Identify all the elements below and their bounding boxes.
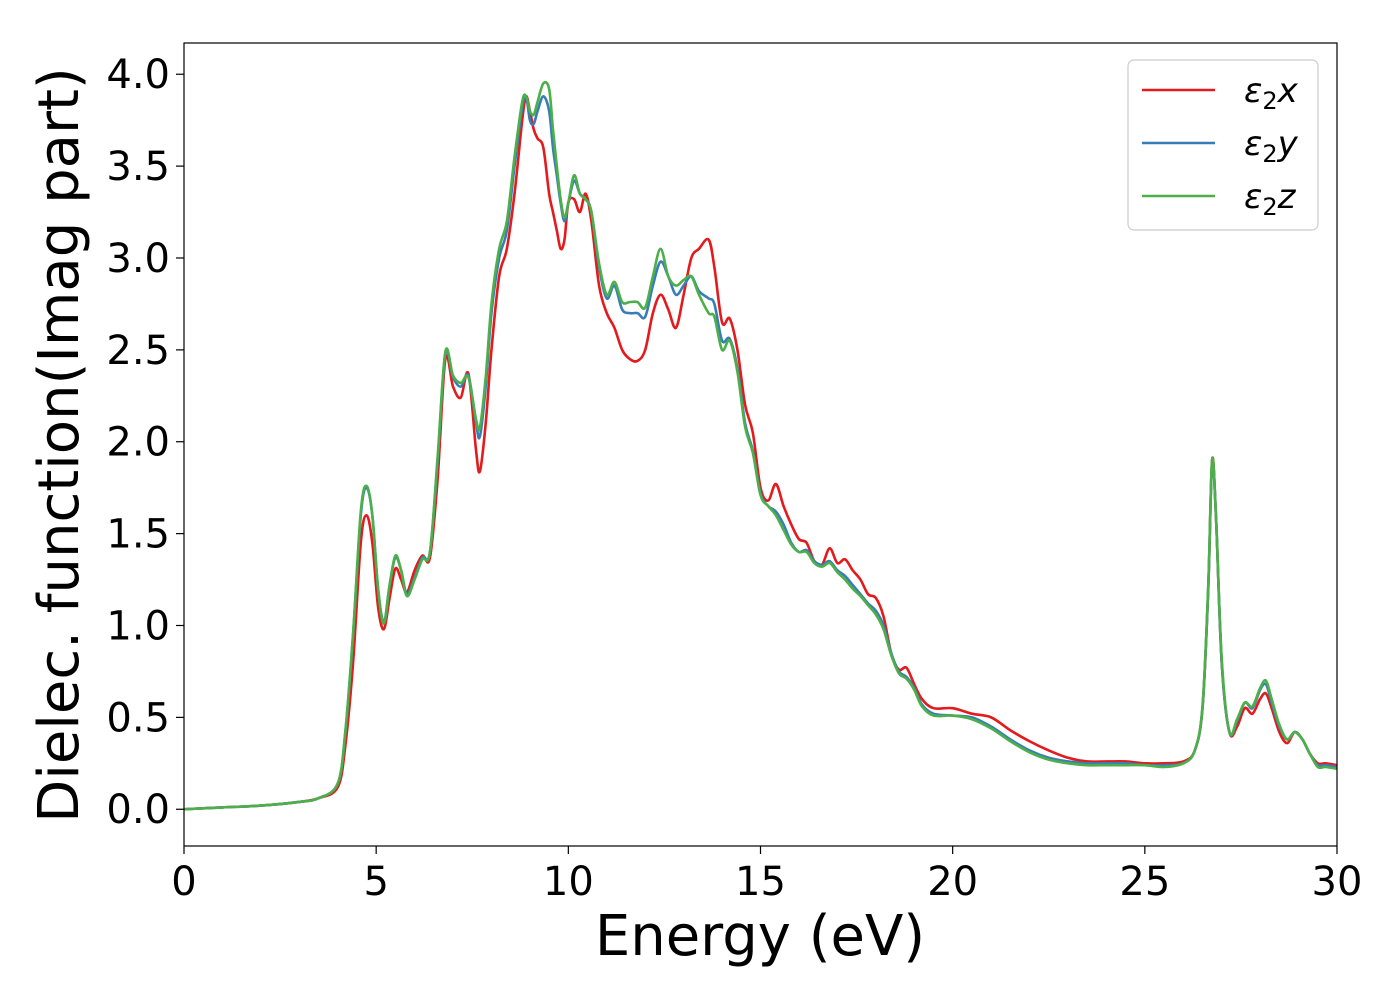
y-tick-label: 3.5 bbox=[106, 144, 170, 190]
y-tick-label: 1.0 bbox=[106, 603, 170, 649]
legend-label-y: ε2y bbox=[1244, 124, 1299, 168]
legend-items: ε2x ε2y ε2z bbox=[1142, 71, 1299, 221]
series-line-z bbox=[184, 80, 1337, 811]
y-tick-label: 2.5 bbox=[106, 328, 170, 374]
y-tick-label: 3.0 bbox=[106, 236, 170, 282]
y-tick-label: 1.5 bbox=[106, 512, 170, 558]
x-tick-label: 15 bbox=[735, 859, 786, 905]
legend: ε2x ε2y ε2z bbox=[1127, 59, 1319, 231]
x-tick-label: 25 bbox=[1119, 859, 1170, 905]
x-ticks: 0 5 10 15 20 25 30 bbox=[171, 846, 1362, 905]
y-tick-label: 2.0 bbox=[106, 420, 170, 466]
y-tick-label: 0.5 bbox=[106, 695, 170, 741]
series-layer bbox=[184, 80, 1337, 811]
legend-label-x: ε2x bbox=[1244, 71, 1299, 115]
y-tick-label: 0.0 bbox=[106, 787, 170, 833]
x-axis-label: Energy (eV) bbox=[595, 904, 925, 969]
x-tick-label: 20 bbox=[927, 859, 978, 905]
x-tick-label: 30 bbox=[1312, 859, 1363, 905]
legend-box bbox=[1127, 59, 1319, 231]
x-tick-label: 5 bbox=[363, 859, 388, 905]
y-ticks: 0.0 0.5 1.0 1.5 2.0 2.5 3.0 3.5 4.0 bbox=[106, 52, 184, 833]
legend-label-z: ε2z bbox=[1244, 177, 1297, 221]
y-axis-label: Dielec. function(Imag part) bbox=[27, 67, 92, 823]
x-tick-label: 10 bbox=[543, 859, 594, 905]
y-tick-label: 4.0 bbox=[106, 52, 170, 98]
x-tick-label: 0 bbox=[171, 859, 196, 905]
